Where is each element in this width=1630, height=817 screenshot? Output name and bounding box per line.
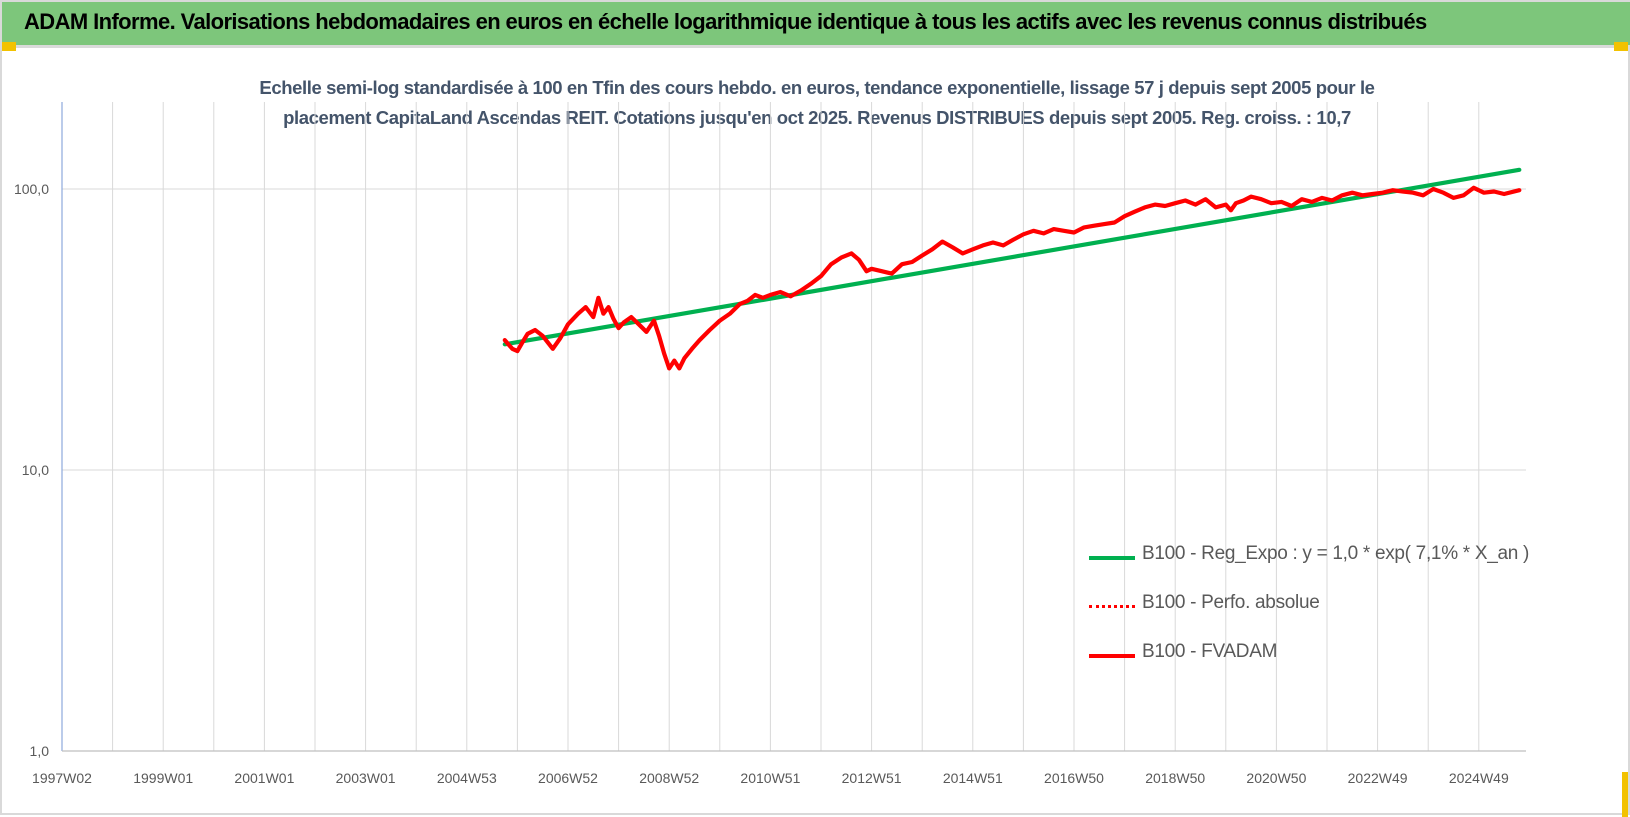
x-tick-label: 2004W53 bbox=[437, 770, 497, 786]
x-tick-label: 2014W51 bbox=[943, 770, 1003, 786]
page-title: ADAM Informe. Valorisations hebdomadaire… bbox=[24, 9, 1427, 34]
x-tick-label: 2008W52 bbox=[639, 770, 699, 786]
legend-swatch-dotted-red bbox=[1089, 605, 1135, 608]
legend-swatch-solid-green bbox=[1089, 556, 1135, 560]
x-tick-label: 2012W51 bbox=[842, 770, 902, 786]
x-tick-label: 2016W50 bbox=[1044, 770, 1104, 786]
x-tick-label: 2018W50 bbox=[1145, 770, 1205, 786]
chart-title-line: Echelle semi-log standardisée à 100 en T… bbox=[259, 77, 1375, 98]
chart-title: Echelle semi-log standardisée à 100 en T… bbox=[142, 73, 1492, 133]
series-line-0 bbox=[502, 167, 1522, 347]
legend-swatch-solid-red bbox=[1089, 654, 1135, 658]
x-tick-label: 2006W52 bbox=[538, 770, 598, 786]
y-tick-label: 10,0 bbox=[22, 462, 49, 478]
x-tick-label: 2010W51 bbox=[740, 770, 800, 786]
corner-marker bbox=[1614, 42, 1628, 51]
x-tick-label: 2001W01 bbox=[234, 770, 294, 786]
legend-label: B100 - FVADAM bbox=[1142, 641, 1278, 662]
axes bbox=[61, 102, 1526, 752]
header-banner: ADAM Informe. Valorisations hebdomadaire… bbox=[2, 2, 1630, 48]
x-tick-label: 1997W02 bbox=[32, 770, 92, 786]
chart-title-line: placement CapitaLand Ascendas REIT. Cota… bbox=[283, 107, 1351, 128]
x-tick-label: 1999W01 bbox=[133, 770, 193, 786]
y-tick-label: 100,0 bbox=[14, 181, 49, 197]
tick-labels: 1,0 10,0 100,0 1997W02 1999W01 2001W01 2003W01… bbox=[14, 181, 1509, 786]
x-tick-label: 2003W01 bbox=[336, 770, 396, 786]
y-tick-label: 1,0 bbox=[30, 743, 50, 759]
series-line-2 bbox=[502, 185, 1522, 371]
series bbox=[502, 167, 1522, 371]
x-tick-label: 2022W49 bbox=[1348, 770, 1408, 786]
corner-marker bbox=[2, 42, 16, 51]
x-tick-label: 2020W50 bbox=[1246, 770, 1306, 786]
legend-label: B100 - Reg_Expo : y = 1,0 * exp( 7,1% * … bbox=[1142, 543, 1530, 564]
corner-marker bbox=[1622, 772, 1628, 817]
legend-label: B100 - Perfo. absolue bbox=[1142, 592, 1320, 613]
x-tick-label: 2024W49 bbox=[1449, 770, 1509, 786]
